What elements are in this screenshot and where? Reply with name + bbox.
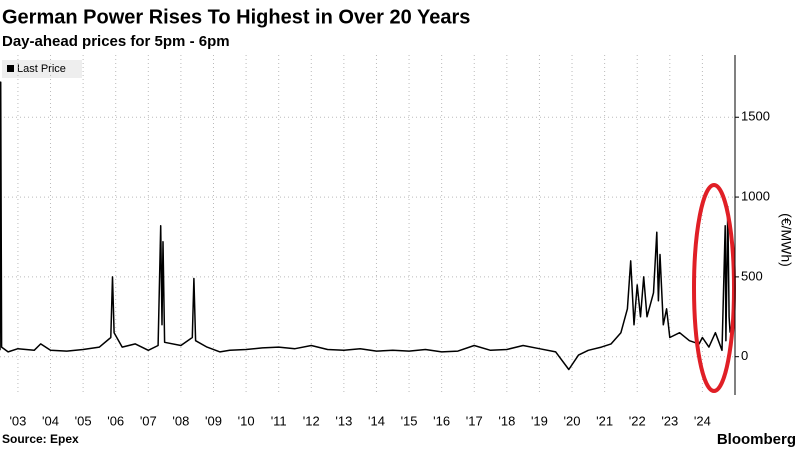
- chart-subtitle: Day-ahead prices for 5pm - 6pm: [2, 33, 230, 50]
- x-tick-label: '08: [172, 413, 189, 428]
- x-tick-label: '03: [9, 413, 26, 428]
- x-tick-label: '07: [140, 413, 157, 428]
- x-tick-label: '21: [596, 413, 613, 428]
- legend-label: Last Price: [17, 63, 66, 75]
- x-tick-label: '14: [368, 413, 385, 428]
- x-tick-label: '05: [75, 413, 92, 428]
- chart-title: German Power Rises To Highest in Over 20…: [2, 6, 470, 28]
- x-tick-label: '22: [629, 413, 646, 428]
- x-tick-label: '23: [661, 413, 678, 428]
- x-tick-label: '04: [42, 413, 59, 428]
- y-tick-label: 0: [741, 348, 748, 363]
- x-tick-label: '13: [335, 413, 352, 428]
- x-tick-label: '09: [205, 413, 222, 428]
- x-tick-label: '06: [107, 413, 124, 428]
- source: Source: Epex: [2, 432, 79, 446]
- plot: [0, 81, 731, 371]
- x-tick-label: '24: [694, 413, 711, 428]
- x-tick-label: '10: [238, 413, 255, 428]
- brand: Bloomberg: [717, 431, 796, 448]
- grid: [0, 55, 735, 395]
- x-tick-label: '15: [401, 413, 418, 428]
- y-tick-label: 1500: [741, 109, 770, 124]
- x-tick-label: '20: [564, 413, 581, 428]
- x-tick-label: '17: [466, 413, 483, 428]
- x-tick-label: '11: [271, 413, 287, 428]
- legend-box: [2, 60, 82, 78]
- legend-swatch: [7, 65, 14, 72]
- y-tick-label: 1000: [741, 189, 770, 204]
- x-tick-label: '16: [433, 413, 450, 428]
- x-tick-label: '18: [498, 413, 515, 428]
- y-tick-label: 500: [741, 268, 763, 283]
- highlight-ellipse: [692, 183, 736, 393]
- x-tick-label: '19: [531, 413, 548, 428]
- y-axis-label: (€/MWh): [778, 213, 794, 267]
- price-line: [0, 81, 731, 371]
- x-tick-label: '12: [303, 413, 320, 428]
